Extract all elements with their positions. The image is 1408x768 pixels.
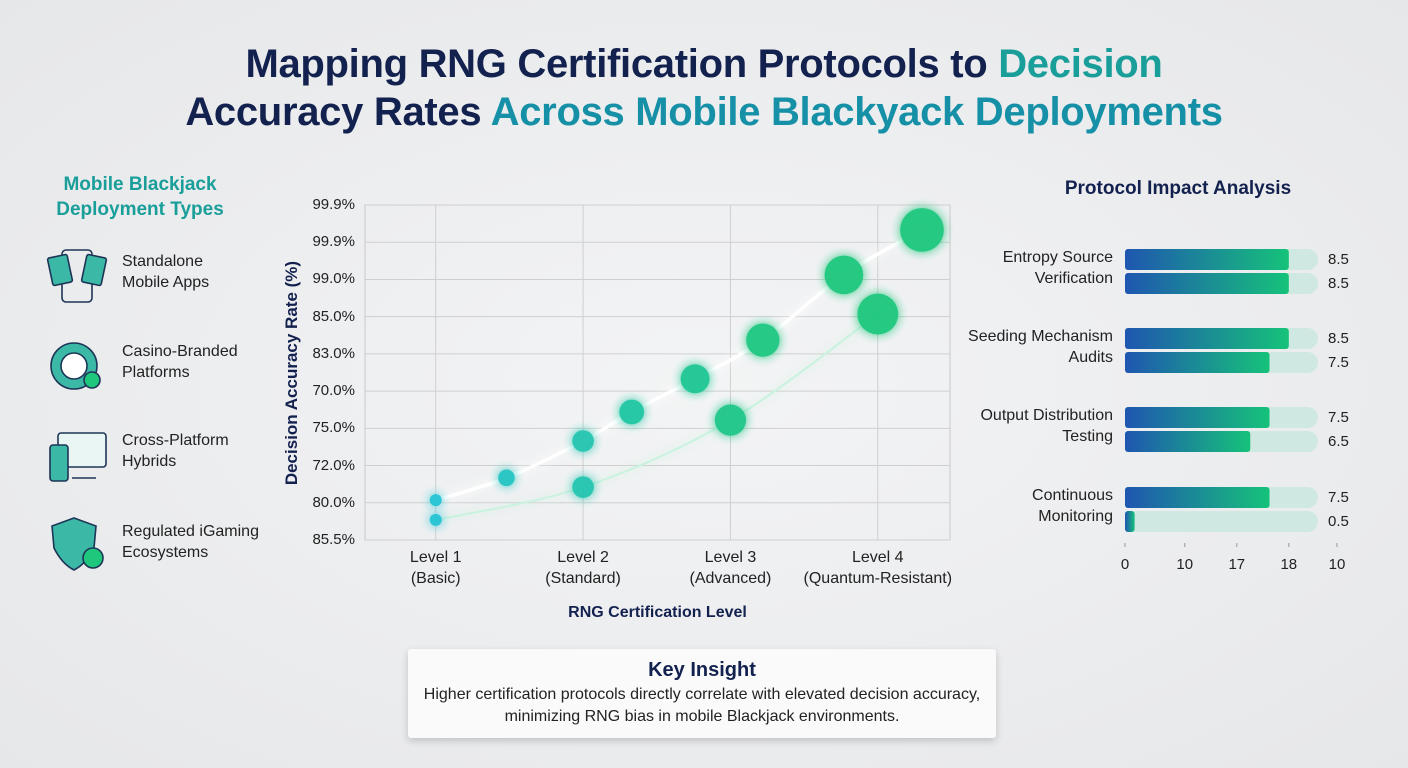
data-point bbox=[746, 323, 780, 357]
data-point bbox=[429, 513, 442, 526]
bar bbox=[1125, 249, 1289, 270]
deployment-item: Casino-Branded Platforms bbox=[122, 343, 238, 381]
category-label: Entropy Source Verification bbox=[1002, 249, 1113, 288]
bar bbox=[1125, 511, 1135, 532]
category-label: Seeding Mechanism Audits bbox=[968, 328, 1113, 367]
bar-value-label: 8.5 bbox=[1328, 275, 1349, 292]
plot-frame bbox=[364, 204, 951, 541]
bar bbox=[1125, 431, 1251, 452]
x-axis-title: RNG Certification Level bbox=[568, 604, 747, 621]
data-point bbox=[619, 399, 645, 425]
x-tick-label: 0 bbox=[1120, 556, 1130, 573]
data-point bbox=[429, 494, 442, 507]
title-line: Mapping RNG Certification Protocols to D… bbox=[0, 38, 1408, 90]
bar-chart-title: Protocol Impact Analysis bbox=[1064, 178, 1292, 199]
deployment-item: Regulated iGaming Ecosystems bbox=[122, 523, 259, 561]
data-point bbox=[714, 404, 747, 436]
bar bbox=[1125, 487, 1270, 508]
bar-value-label: 7.5 bbox=[1328, 409, 1349, 426]
data-point bbox=[572, 430, 594, 452]
category-label: Continuous Monitoring bbox=[1032, 487, 1113, 526]
y-tick-label: 72.0% bbox=[312, 456, 355, 474]
insight-text: Higher certification protocols directly … bbox=[423, 686, 981, 726]
y-tick-label: 85.5% bbox=[312, 531, 355, 548]
bar-track bbox=[1125, 511, 1318, 532]
data-point bbox=[824, 255, 864, 295]
icon-shield bbox=[51, 517, 104, 571]
x-tick-label: 18 bbox=[1280, 556, 1298, 573]
y-tick-label: 99.9% bbox=[312, 196, 355, 213]
category-label: Output Distribution Testing bbox=[980, 407, 1113, 446]
icon-phone-cards bbox=[46, 249, 108, 303]
y-tick-label: 99.9% bbox=[312, 233, 355, 251]
insight-title: Key Insight bbox=[648, 659, 756, 681]
y-tick-label: 83.0% bbox=[312, 344, 355, 362]
x-tick-label: Level 1 (Basic) bbox=[409, 549, 462, 587]
deployment-item: Standalone Mobile Apps bbox=[122, 253, 210, 291]
data-point bbox=[680, 364, 710, 394]
bar bbox=[1125, 352, 1270, 373]
bar-value-label: 8.5 bbox=[1328, 330, 1349, 347]
x-tick-label: Level 4 (Quantum-Resistant) bbox=[803, 549, 953, 587]
sidebar-heading: Mobile Blackjack Deployment Types bbox=[56, 174, 224, 220]
data-point bbox=[498, 469, 515, 487]
title-part: Accuracy Rates bbox=[185, 90, 491, 134]
title-part: Mapping RNG Certification Protocols to bbox=[245, 42, 999, 86]
y-tick-label: 70.0% bbox=[312, 382, 355, 400]
bar bbox=[1125, 407, 1270, 428]
x-tick-label: Level 3 (Advanced) bbox=[689, 549, 772, 587]
data-point bbox=[572, 476, 594, 498]
x-tick-label: 10 bbox=[1328, 556, 1346, 573]
y-tick-label: 75.0% bbox=[312, 419, 355, 437]
x-tick-label: 10 bbox=[1176, 556, 1194, 573]
bar-value-label: 7.5 bbox=[1328, 354, 1349, 371]
bar-value-label: 0.5 bbox=[1328, 513, 1349, 530]
data-point bbox=[857, 293, 899, 335]
x-tick-label: 17 bbox=[1228, 556, 1246, 573]
bar-value-label: 7.5 bbox=[1328, 489, 1349, 506]
bar-value-label: 6.5 bbox=[1328, 433, 1349, 450]
icon-chip bbox=[50, 342, 101, 390]
data-point bbox=[900, 208, 944, 252]
title-part: Decision bbox=[998, 42, 1163, 86]
y-tick-label: 80.0% bbox=[312, 493, 355, 511]
x-tick-label: Level 2 (Standard) bbox=[545, 549, 621, 587]
bar-value-label: 8.5 bbox=[1328, 251, 1349, 268]
y-tick-label: 85.0% bbox=[312, 307, 355, 325]
deployment-item: Cross-Platform Hybrids bbox=[122, 432, 229, 470]
title-line: Accuracy Rates Across Mobile Blackyack D… bbox=[0, 86, 1408, 138]
y-axis-title: Decision Accuracy Rate (%) bbox=[281, 260, 301, 485]
trend-line bbox=[435, 313, 879, 521]
icon-devices bbox=[49, 432, 107, 482]
y-tick-label: 99.0% bbox=[312, 270, 355, 288]
bar bbox=[1125, 273, 1289, 294]
bar bbox=[1125, 328, 1289, 349]
title-part: Across Mobile Blackyack Deployments bbox=[490, 90, 1223, 134]
insight-box: Key Insight Higher certification protoco… bbox=[408, 649, 996, 738]
